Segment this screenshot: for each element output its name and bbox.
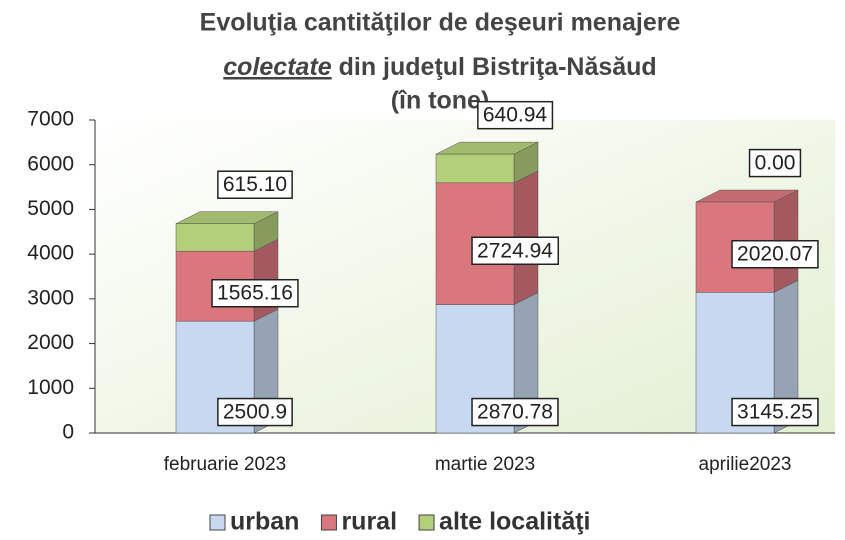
- legend-swatch: [209, 514, 226, 531]
- value-label-box: [211, 278, 299, 308]
- value-label: 2870.78: [477, 401, 553, 424]
- legend-label: urban: [230, 508, 299, 536]
- value-label-box: [731, 239, 819, 269]
- y-tick-label: 3000: [27, 286, 74, 309]
- value-label: 640.94: [483, 104, 548, 127]
- y-tick-label: 2000: [27, 331, 74, 354]
- y-tick-label: 1000: [27, 376, 74, 399]
- value-label: 2020.07: [737, 243, 813, 266]
- y-tick-label: 6000: [27, 152, 74, 175]
- title-emphasis: colectate: [223, 53, 331, 81]
- y-tick-label: 7000: [27, 108, 74, 131]
- value-label-box: [217, 170, 293, 199]
- value-label-box: [471, 397, 559, 427]
- value-label-box: [471, 236, 560, 266]
- x-tick-label: februarie 2023: [164, 454, 287, 475]
- value-label: 2500.9: [223, 401, 287, 424]
- x-tick-label: aprilie2023: [699, 454, 792, 475]
- title-line: (în tone): [391, 87, 490, 115]
- legend-label: alte localităţi: [439, 508, 590, 536]
- bar-front: [175, 223, 255, 252]
- bar-segment: [435, 141, 539, 184]
- x-tick-label: martie 2023: [435, 454, 535, 475]
- title-rest: din judeţul Bistriţa-Năsăud: [339, 53, 657, 81]
- bar-segment: [175, 211, 279, 252]
- value-label-box: [477, 100, 554, 130]
- value-label: 0.00: [755, 152, 796, 175]
- y-tick-label: 4000: [27, 242, 74, 265]
- title-line: Evoluţia cantităţilor de deşeuri menajer…: [200, 9, 681, 37]
- legend-swatch: [320, 514, 337, 531]
- value-label-box: [748, 148, 802, 178]
- value-label-box: [217, 397, 293, 427]
- title-line: colectate din judeţul Bistriţa-Năsăud: [223, 53, 656, 81]
- legend-swatch: [418, 514, 435, 531]
- value-label: 3145.25: [737, 401, 813, 424]
- y-tick-label: 0: [62, 421, 74, 444]
- value-label: 615.10: [223, 173, 287, 196]
- value-label: 2724.94: [477, 239, 553, 262]
- y-tick-label: 5000: [27, 197, 74, 220]
- value-label: 1565.16: [217, 282, 293, 305]
- value-label-box: [731, 397, 819, 427]
- bar-front: [435, 153, 515, 184]
- legend-label: rural: [341, 508, 397, 536]
